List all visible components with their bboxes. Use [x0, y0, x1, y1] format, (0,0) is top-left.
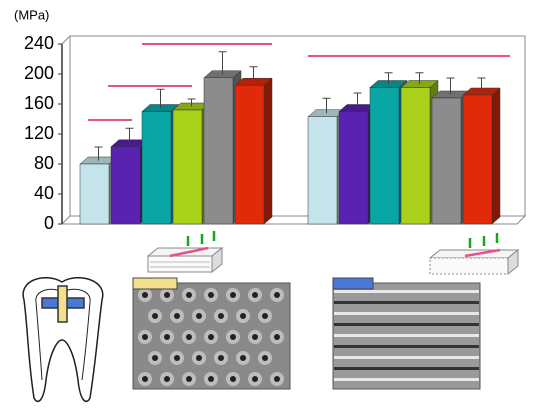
tubule-core [196, 355, 202, 361]
stripe [334, 367, 479, 370]
bar [370, 88, 399, 225]
y-tick-label: 240 [24, 33, 54, 53]
tubule-core [186, 376, 192, 382]
sem-image-1 [133, 278, 290, 389]
stripe [334, 312, 479, 315]
y-tick-label: 0 [44, 213, 54, 233]
y-tick-label: 80 [34, 153, 54, 173]
tubule-core [218, 355, 224, 361]
tubule-core [262, 313, 268, 319]
sem-image-2 [333, 278, 480, 389]
tubule-core [230, 292, 236, 298]
tubule-core [252, 334, 258, 340]
bar [173, 110, 202, 224]
bar [80, 164, 109, 224]
bar-side [492, 88, 500, 224]
stripe [334, 290, 479, 293]
tubule-core [274, 376, 280, 382]
bar [339, 112, 368, 225]
stripe [334, 356, 479, 359]
y-axis-label: (MPa) [14, 7, 49, 22]
tubule-core [208, 376, 214, 382]
tubule-core [274, 292, 280, 298]
tubule-core [218, 313, 224, 319]
axis-edge [62, 36, 70, 44]
tubule-core [152, 313, 158, 319]
bar [142, 112, 171, 225]
tubule-core [164, 334, 170, 340]
tubule-core [274, 334, 280, 340]
specimen-1 [148, 231, 222, 272]
specimen-2 [430, 233, 518, 274]
tubule-core [186, 334, 192, 340]
bar [235, 85, 264, 224]
y-tick-label: 40 [34, 183, 54, 203]
bar [401, 88, 430, 225]
tubule-core [186, 292, 192, 298]
tubule-core [262, 355, 268, 361]
tubule-core [208, 292, 214, 298]
y-tick-label: 120 [24, 123, 54, 143]
stripe [334, 301, 479, 304]
tubule-core [174, 355, 180, 361]
tubule-core [142, 376, 148, 382]
tubule-core [252, 292, 258, 298]
tubule-core [196, 313, 202, 319]
bar [204, 78, 233, 224]
bar [432, 98, 461, 224]
tubule-core [142, 292, 148, 298]
stripe [334, 334, 479, 337]
tubule-core [240, 313, 246, 319]
bar [308, 117, 337, 224]
stripe [334, 345, 479, 348]
tubule-core [164, 376, 170, 382]
bar-side [264, 78, 272, 224]
bar [111, 147, 140, 224]
tubule-core [152, 355, 158, 361]
tubule-core [208, 334, 214, 340]
tubule-core [230, 376, 236, 382]
tubule-core [142, 334, 148, 340]
tubule-core [252, 376, 258, 382]
y-tick-label: 200 [24, 63, 54, 83]
page: (MPa) [0, 0, 541, 412]
tubule-core [174, 313, 180, 319]
chart: (MPa) [0, 0, 541, 412]
bar [463, 95, 492, 224]
stripe [334, 378, 479, 381]
tubule-core [240, 355, 246, 361]
y-tick-label: 160 [24, 93, 54, 113]
stripe [334, 323, 479, 326]
tubule-core [230, 334, 236, 340]
tooth-diagram [23, 278, 103, 402]
tubule-core [164, 292, 170, 298]
